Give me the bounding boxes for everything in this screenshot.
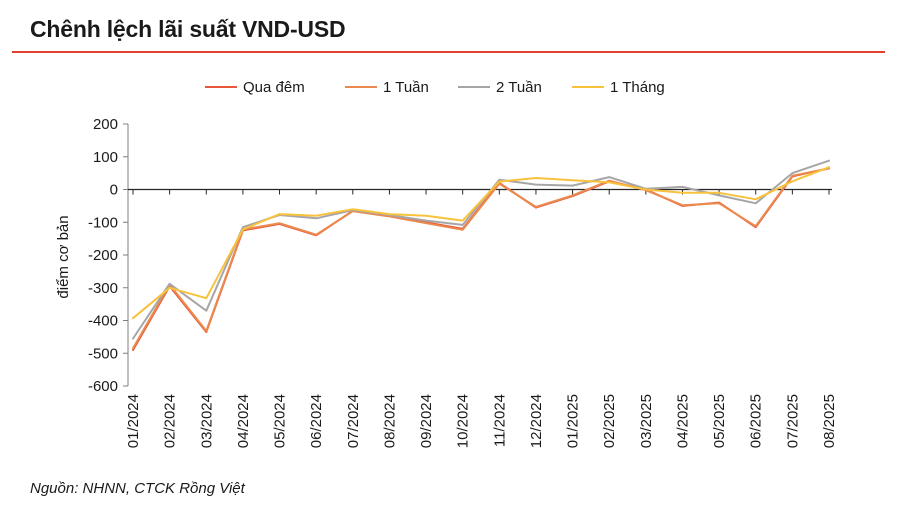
x-tick-label: 09/2024 — [418, 394, 435, 448]
legend-label: Qua đêm — [243, 79, 305, 96]
x-tick-label: 12/2024 — [528, 394, 545, 448]
source-note: Nguồn: NHNN, CTCK Rồng Việt — [30, 480, 245, 497]
y-tick-label: -100 — [88, 214, 118, 231]
y-tick-label: 0 — [110, 182, 118, 199]
y-tick-label: -400 — [88, 313, 118, 330]
x-tick-label: 07/2025 — [784, 394, 801, 448]
x-tick-label: 05/2024 — [272, 394, 289, 448]
x-tick-label: 07/2024 — [345, 394, 362, 448]
x-tick-label: 03/2025 — [638, 394, 655, 448]
x-tick-label: 08/2025 — [821, 394, 838, 448]
series-line-2 — [132, 167, 830, 350]
x-tick-label: 08/2024 — [381, 394, 398, 448]
x-tick-label: 11/2024 — [491, 394, 508, 447]
y-tick-label: -500 — [88, 345, 118, 362]
y-tick-label: 200 — [93, 116, 118, 133]
chart-title: Chênh lệch lãi suất VND-USD — [30, 16, 346, 42]
y-tick-label: 100 — [93, 149, 118, 166]
x-tick-label: 04/2024 — [235, 394, 252, 448]
series-lines — [132, 159, 830, 351]
y-tick-label: -300 — [88, 280, 118, 297]
x-tick-label: 03/2024 — [198, 394, 215, 448]
y-tick-label: -200 — [88, 247, 118, 264]
x-tick-label: 02/2024 — [162, 394, 179, 448]
x-tick-label: 02/2025 — [601, 394, 618, 448]
x-tick-label: 04/2025 — [674, 394, 691, 448]
x-axis: 01/2024 02/2024 03/2024 04/2024 05/2024 06/20… — [125, 188, 838, 448]
y-axis-label: điểm cơ bản — [55, 215, 72, 298]
legend-label: 1 Tuần — [383, 79, 429, 96]
x-tick-label: 06/2025 — [748, 394, 765, 448]
chart-legend: Qua đêm 1 Tuần 2 Tuần 1 Tháng — [205, 79, 665, 96]
x-tick-label: 01/2025 — [565, 394, 582, 448]
x-tick-label: 06/2024 — [308, 394, 325, 448]
y-axis: 200 100 0 -100 -200 -300 -400 -500 -600 — [88, 116, 129, 395]
x-tick-label: 01/2024 — [125, 394, 142, 448]
legend-label: 2 Tuần — [496, 79, 542, 96]
series-line-4 — [132, 166, 830, 320]
x-tick-label: 05/2025 — [711, 394, 728, 448]
x-tick-label: 10/2024 — [455, 394, 472, 448]
y-tick-label: -600 — [88, 378, 118, 395]
series-line-1 — [132, 167, 830, 351]
legend-label: 1 Tháng — [610, 79, 665, 96]
title-divider — [12, 51, 885, 53]
series-line-3 — [132, 159, 830, 340]
